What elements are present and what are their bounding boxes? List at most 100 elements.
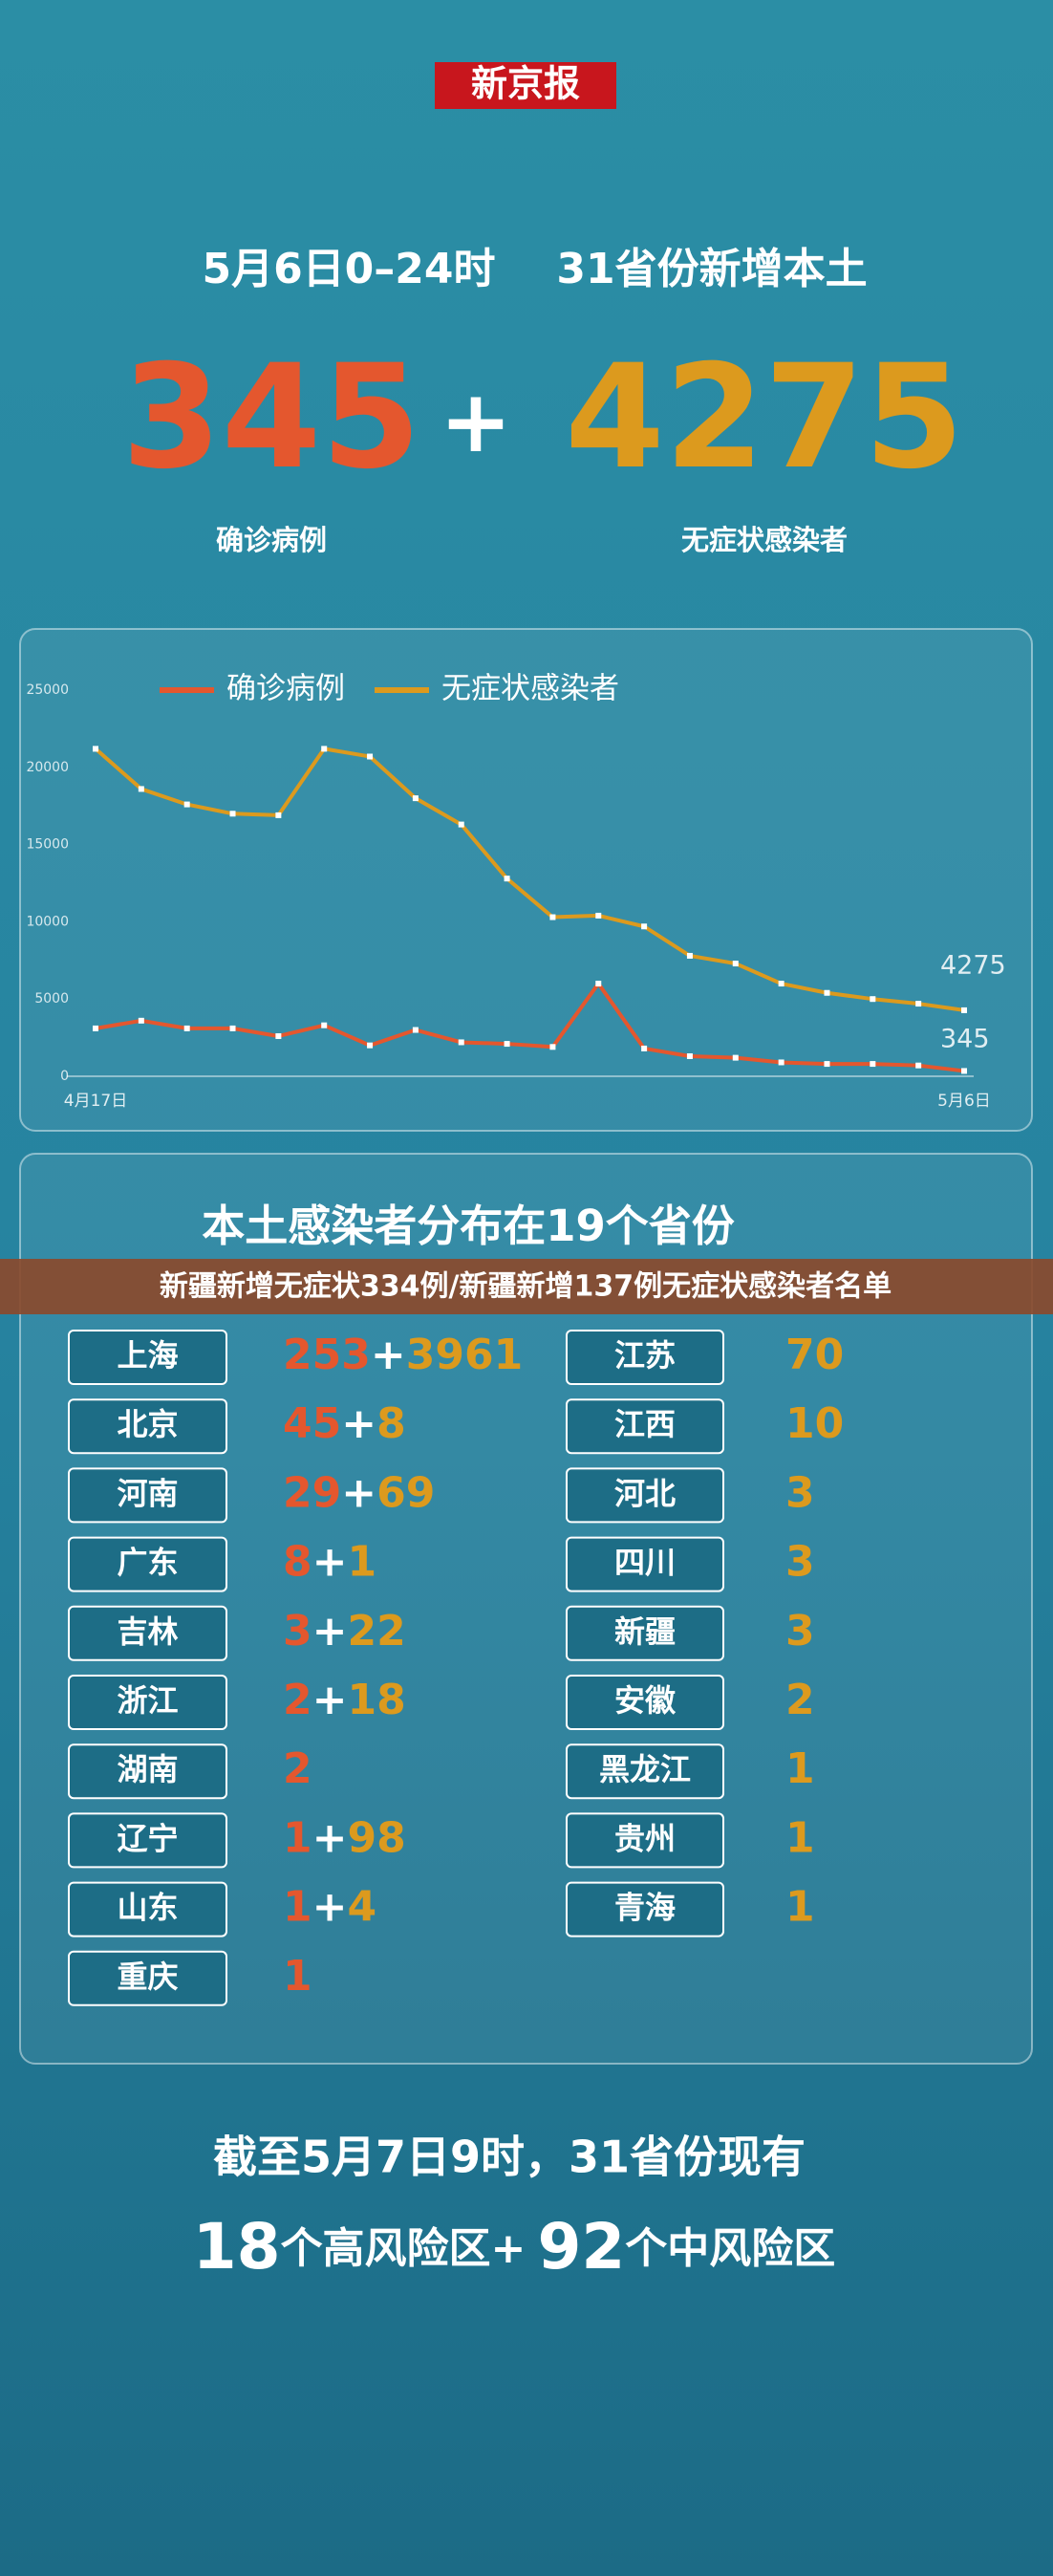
y-tick-label: 15000 bbox=[26, 837, 69, 853]
province-counts: 3 bbox=[785, 1538, 815, 1587]
asymptomatic-count: 3 bbox=[785, 1468, 815, 1517]
province-box bbox=[68, 1605, 227, 1661]
province-box bbox=[68, 1675, 227, 1730]
province-name: 吉林 bbox=[117, 1613, 178, 1650]
legend-label: 无症状感染者 bbox=[441, 672, 619, 706]
confirmed-count: 253 bbox=[283, 1331, 371, 1379]
data-point bbox=[686, 952, 693, 959]
province-name: 新疆 bbox=[614, 1613, 676, 1650]
province-counts: 2 bbox=[283, 1744, 312, 1793]
data-point bbox=[732, 1054, 739, 1061]
data-point bbox=[321, 746, 328, 752]
footer-line: 截至5月7日9时，31省份现有 bbox=[213, 2132, 806, 2183]
data-point bbox=[549, 1044, 556, 1050]
province-name: 重庆 bbox=[117, 1959, 178, 1995]
distribution-title: 本土感染者分布在19个省份 bbox=[202, 1201, 735, 1251]
asymptomatic-count: 1 bbox=[785, 1883, 815, 1932]
asymptomatic-total: 4275 bbox=[565, 335, 963, 501]
data-point bbox=[961, 1007, 967, 1013]
banner: 新疆新增无症状334例/新疆新增137例无症状感染者名单 bbox=[160, 1270, 892, 1304]
asymptomatic-count: 2 bbox=[785, 1676, 815, 1724]
province-box bbox=[68, 1330, 227, 1385]
data-point bbox=[412, 795, 419, 802]
province-counts: 2+18 bbox=[283, 1676, 406, 1724]
medium-risk-count: 92 bbox=[537, 2210, 625, 2284]
asymptomatic-count: 4 bbox=[348, 1883, 377, 1932]
logo: 新京报 bbox=[471, 63, 580, 105]
province-box bbox=[566, 1812, 724, 1869]
y-tick-label: 0 bbox=[60, 1069, 69, 1084]
confirmed-count: 1 bbox=[283, 1813, 312, 1862]
province-counts: 253+3961 bbox=[283, 1331, 523, 1379]
province-box bbox=[68, 1881, 227, 1937]
province-box bbox=[566, 1330, 724, 1385]
province-counts: 3+22 bbox=[283, 1607, 406, 1656]
asymptomatic-count: 69 bbox=[376, 1468, 435, 1517]
asymptomatic-count: 3 bbox=[785, 1538, 815, 1587]
province-name: 湖南 bbox=[117, 1751, 178, 1787]
data-point bbox=[138, 1017, 144, 1024]
province-box bbox=[68, 1536, 227, 1592]
province-name: 辽宁 bbox=[117, 1820, 178, 1856]
asymptomatic-count: 3 bbox=[785, 1607, 815, 1656]
data-point bbox=[504, 876, 510, 882]
province-counts: 10 bbox=[785, 1399, 844, 1448]
province-name: 江苏 bbox=[614, 1337, 676, 1374]
province-box bbox=[566, 1881, 724, 1937]
data-point bbox=[275, 812, 282, 818]
data-point bbox=[870, 996, 876, 1003]
province-counts: 3 bbox=[785, 1607, 815, 1656]
province-counts: 45+8 bbox=[283, 1399, 406, 1448]
province-name: 河北 bbox=[614, 1475, 676, 1511]
plus-sign: + bbox=[312, 1883, 348, 1932]
data-point bbox=[641, 923, 648, 930]
data-point bbox=[686, 1052, 693, 1059]
high-risk-count: 18 bbox=[193, 2210, 281, 2284]
province-box bbox=[68, 1467, 227, 1524]
plus-sign: + bbox=[312, 1676, 348, 1724]
confirmed-count: 1 bbox=[283, 1883, 312, 1932]
table-panel bbox=[19, 1153, 1033, 2065]
plus-sign: + bbox=[371, 1331, 406, 1379]
data-point bbox=[229, 811, 236, 817]
data-point bbox=[549, 914, 556, 920]
data-point bbox=[824, 989, 830, 996]
data-point bbox=[93, 746, 98, 752]
chart-panel bbox=[19, 628, 1033, 1132]
asymptomatic-count: 8 bbox=[376, 1399, 406, 1448]
data-point bbox=[367, 753, 374, 760]
data-point bbox=[183, 1025, 190, 1031]
data-point bbox=[915, 1062, 922, 1069]
confirmed-total: 345 bbox=[121, 335, 420, 501]
province-box bbox=[566, 1675, 724, 1730]
province-box bbox=[68, 1812, 227, 1869]
asymptomatic-label: 无症状感染者 bbox=[681, 524, 848, 556]
province-name: 江西 bbox=[614, 1406, 676, 1442]
data-point bbox=[824, 1061, 830, 1068]
province-box bbox=[566, 1536, 724, 1592]
data-point bbox=[641, 1045, 648, 1051]
province-name: 四川 bbox=[614, 1545, 676, 1581]
data-point bbox=[138, 786, 144, 792]
data-point bbox=[778, 1059, 784, 1066]
asymptomatic-count: 1 bbox=[785, 1813, 815, 1862]
province-counts: 1 bbox=[785, 1883, 815, 1932]
plus-sign: + bbox=[312, 1607, 348, 1656]
province-name: 山东 bbox=[117, 1890, 178, 1926]
plus-sign: + bbox=[341, 1468, 376, 1517]
y-tick-label: 20000 bbox=[26, 760, 69, 775]
province-name: 上海 bbox=[117, 1337, 178, 1374]
legend-label: 确诊病例 bbox=[226, 672, 345, 706]
asymptomatic-count: 10 bbox=[785, 1399, 844, 1448]
logo-box bbox=[435, 62, 616, 109]
confirmed-count: 45 bbox=[283, 1399, 341, 1448]
series-line bbox=[94, 747, 965, 1012]
data-point bbox=[870, 1061, 876, 1068]
banner-bg bbox=[0, 1259, 1053, 1314]
province-box bbox=[566, 1743, 724, 1800]
confirmed-label: 确诊病例 bbox=[216, 524, 327, 556]
data-point bbox=[595, 912, 602, 919]
province-counts: 8+1 bbox=[283, 1538, 376, 1587]
data-point bbox=[183, 801, 190, 808]
